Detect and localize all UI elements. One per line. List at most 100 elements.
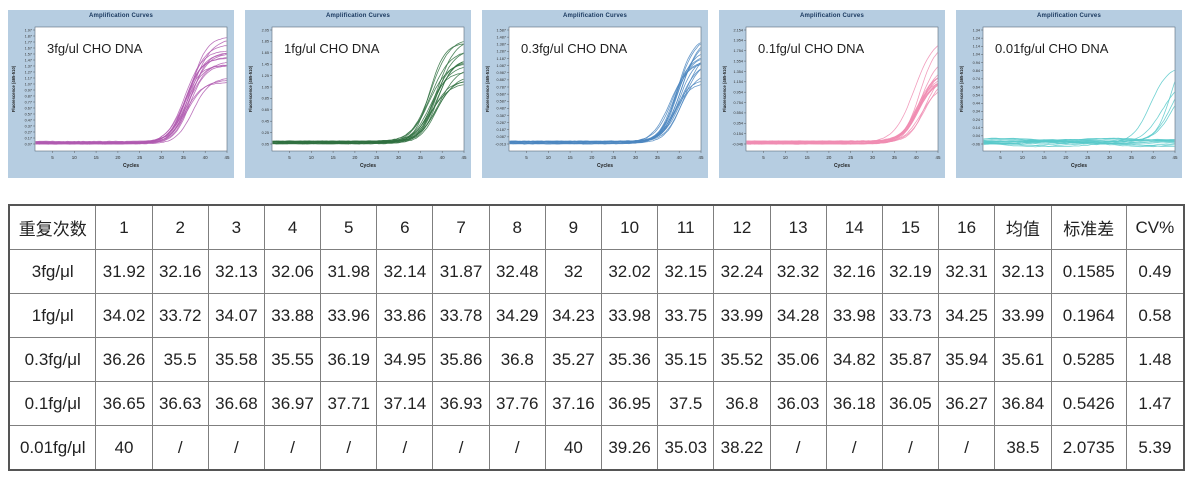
amplification-curve bbox=[983, 138, 1175, 142]
row-label: 3fg/μl bbox=[8, 249, 97, 294]
ct-value-cell: 37.14 bbox=[376, 381, 434, 426]
cv-cell: 1.47 bbox=[1125, 381, 1185, 426]
y-tick-label: 0.47 bbox=[25, 118, 32, 122]
header-cell: 14 bbox=[825, 204, 883, 250]
y-tick-label: 1.387 bbox=[496, 43, 506, 47]
ct-value-cell: 37.5 bbox=[657, 381, 715, 426]
x-axis-title: Cycles bbox=[834, 163, 850, 169]
y-tick-label: 0.154 bbox=[733, 132, 743, 136]
x-tick-label: 25 bbox=[374, 155, 380, 160]
concentration-annotation: 0.1fg/ul CHO DNA bbox=[758, 41, 865, 56]
x-axis-title: Cycles bbox=[597, 163, 613, 169]
y-axis-title: Fluorescence (465-510) bbox=[959, 65, 964, 112]
ct-value-cell: / bbox=[320, 425, 378, 471]
y-tick-label: 1.77 bbox=[25, 40, 32, 44]
y-tick-label: -0.046 bbox=[732, 142, 743, 146]
table-row: 0.01fg/μl 40// / / / //40 39.26 35.03 38.22// //3… bbox=[8, 425, 1185, 471]
amplification-curve bbox=[983, 143, 1175, 148]
y-tick-label: 0.387 bbox=[496, 114, 506, 118]
curves-group bbox=[35, 37, 227, 145]
y-tick-label: 1.04 bbox=[973, 53, 980, 57]
x-tick-label: 40 bbox=[914, 155, 920, 160]
panel-title: Amplification Curves bbox=[325, 13, 390, 19]
y-tick-label: 1.07 bbox=[25, 82, 32, 86]
concentration-annotation: 0.01fg/ul CHO DNA bbox=[995, 41, 1109, 56]
y-tick-label: 0.27 bbox=[25, 130, 32, 134]
y-tick-label: 2.05 bbox=[262, 28, 269, 32]
curves-group bbox=[746, 45, 938, 145]
header-cell: 12 bbox=[713, 204, 771, 250]
x-tick-label: 5 bbox=[999, 155, 1002, 160]
table-row: 0.3fg/μl 36.26 35.5 35.58 35.55 36.19 34.95 35.… bbox=[8, 337, 1185, 382]
curves-group bbox=[983, 69, 1175, 148]
ct-value-cell: / bbox=[769, 425, 827, 471]
ct-value-cell: 34.02 bbox=[95, 293, 153, 338]
y-tick-label: 1.85 bbox=[262, 40, 269, 44]
header-cell: 4 bbox=[263, 204, 322, 250]
y-tick-label: 0.24 bbox=[973, 118, 980, 122]
ct-table: 重复次数 1 2 3 4 5 6 7 8 9 10 11 12 13 14 15 16 均值 标准差 CV% 3fg/μ… bbox=[8, 204, 1185, 471]
row-label: 0.01fg/μl bbox=[8, 425, 97, 471]
y-tick-label: 1.34 bbox=[973, 28, 980, 32]
y-tick-label: 1.57 bbox=[25, 52, 32, 56]
x-tick-label: 40 bbox=[1151, 155, 1157, 160]
y-tick-label: 0.187 bbox=[496, 128, 506, 132]
ct-table-wrap: 重复次数 1 2 3 4 5 6 7 8 9 10 11 12 13 14 15 16 均值 标准差 CV% 3fg/μ… bbox=[0, 204, 1193, 471]
curves-group bbox=[272, 41, 464, 145]
ct-value-cell: 36.26 bbox=[95, 337, 153, 382]
header-cell: 6 bbox=[376, 204, 434, 250]
amplification-curve bbox=[746, 45, 938, 144]
y-tick-label: 0.05 bbox=[262, 142, 269, 146]
header-cell: 15 bbox=[881, 204, 940, 250]
header-cell: 7 bbox=[432, 204, 490, 250]
x-tick-label: 40 bbox=[203, 155, 209, 160]
ct-value-cell: 32.32 bbox=[769, 249, 827, 294]
x-tick-label: 45 bbox=[461, 155, 467, 160]
ct-value-cell: 36.95 bbox=[600, 381, 659, 426]
x-tick-label: 10 bbox=[546, 155, 552, 160]
ct-value-cell: 34.95 bbox=[376, 337, 434, 382]
cv-cell: 0.58 bbox=[1125, 293, 1185, 338]
ct-value-cell: 32 bbox=[544, 249, 603, 294]
y-tick-label: 1.25 bbox=[262, 74, 269, 78]
ct-value-cell: 35.27 bbox=[544, 337, 603, 382]
cv-cell: 0.49 bbox=[1125, 249, 1185, 294]
x-tick-label: 5 bbox=[762, 155, 765, 160]
ct-value-cell: / bbox=[207, 425, 265, 471]
y-tick-label: 0.64 bbox=[973, 85, 980, 89]
y-tick-label: 0.87 bbox=[25, 94, 32, 98]
y-axis-title: Fluorescence (465-510) bbox=[485, 65, 490, 112]
ct-value-cell: 35.86 bbox=[432, 337, 490, 382]
amplification-plot: 2.154 1.954 1.754 1.554 1.354 1.154 0.954 0.754… bbox=[722, 26, 941, 169]
amplification-curve bbox=[983, 141, 1175, 146]
mean-cell: 32.13 bbox=[994, 249, 1052, 294]
y-tick-label: 1.087 bbox=[496, 64, 506, 68]
row-label: 0.3fg/μl bbox=[8, 337, 97, 382]
header-cell: 2 bbox=[151, 204, 209, 250]
x-tick-label: 5 bbox=[525, 155, 528, 160]
y-tick-label: 1.47 bbox=[25, 58, 32, 62]
y-tick-label: 0.354 bbox=[733, 122, 743, 126]
amplification-curve bbox=[746, 52, 938, 145]
y-tick-label: -0.013 bbox=[495, 142, 506, 146]
amplification-panel-3: Amplification Curves 1.587 1.487 1.387 1.287… bbox=[482, 10, 708, 178]
x-tick-label: 15 bbox=[1042, 155, 1048, 160]
x-axis-title: Cycles bbox=[123, 163, 139, 169]
x-tick-label: 5 bbox=[288, 155, 291, 160]
ct-value-cell: / bbox=[263, 425, 322, 471]
y-tick-label: -0.06 bbox=[971, 142, 980, 146]
amplification-curve bbox=[509, 54, 701, 143]
ct-value-cell: 34.23 bbox=[544, 293, 603, 338]
sd-cell: 0.1964 bbox=[1050, 293, 1127, 338]
y-tick-label: 0.554 bbox=[733, 111, 743, 115]
y-axis-title: Fluorescence (465-510) bbox=[248, 65, 253, 112]
y-tick-label: 0.687 bbox=[496, 92, 506, 96]
ct-value-cell: 35.94 bbox=[938, 337, 996, 382]
amplification-curve bbox=[509, 42, 701, 145]
amplification-panel-5: Amplification Curves 1.34 1.24 1.14 1.04 0.94… bbox=[956, 10, 1182, 178]
x-tick-label: 30 bbox=[633, 155, 639, 160]
header-cell: 8 bbox=[488, 204, 546, 250]
ct-value-cell: 33.78 bbox=[432, 293, 490, 338]
x-tick-label: 45 bbox=[224, 155, 230, 160]
